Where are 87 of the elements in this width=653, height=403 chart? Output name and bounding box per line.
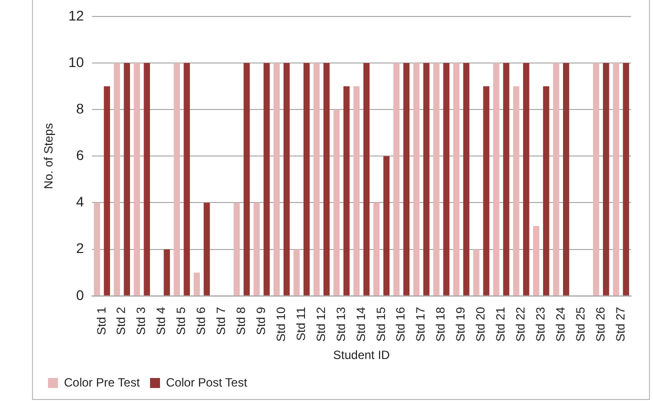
bar — [204, 202, 210, 296]
x-tick-label: Std 5 — [174, 306, 188, 335]
x-tick-label: Std 23 — [533, 306, 548, 342]
bar — [284, 62, 290, 296]
bar — [383, 156, 390, 296]
x-tick-label: Std 18 — [434, 306, 448, 342]
bar — [194, 272, 200, 296]
bar — [343, 86, 350, 296]
bar — [563, 62, 570, 296]
x-tick-label: Std 21 — [494, 306, 508, 342]
bar — [433, 62, 440, 296]
x-tick-label: Std 12 — [314, 306, 328, 342]
bar — [274, 62, 280, 296]
x-tick-label: Std 14 — [354, 306, 368, 342]
bar — [313, 62, 320, 296]
bar — [622, 62, 630, 296]
bar — [533, 226, 540, 296]
bar — [463, 62, 470, 296]
bar — [323, 62, 330, 296]
y-tick-label: 8 — [76, 100, 84, 116]
bar — [134, 62, 140, 296]
y-tick-label: 10 — [68, 54, 84, 70]
x-axis-title: Student ID — [333, 348, 390, 362]
bar — [602, 62, 610, 296]
x-tick-label: Std 19 — [454, 306, 468, 342]
y-tick-label: 2 — [76, 240, 84, 256]
bar — [543, 86, 550, 296]
bar — [264, 62, 270, 296]
bar — [393, 62, 400, 296]
bar — [413, 62, 420, 296]
y-tick-label: 4 — [76, 194, 84, 210]
legend-label: Color Pre Test — [64, 375, 140, 390]
bar — [303, 62, 310, 296]
legend-label: Color Post Test — [166, 375, 248, 390]
x-tick-label: Std 10 — [274, 306, 288, 342]
x-tick-label: Std 24 — [553, 306, 568, 342]
bar — [523, 62, 530, 296]
bar — [104, 86, 110, 296]
bar — [612, 62, 620, 296]
x-tick-label: Std 8 — [234, 306, 248, 335]
bar — [353, 86, 360, 296]
bar — [244, 62, 250, 296]
bar — [254, 202, 260, 296]
x-tick-label: Std 27 — [613, 306, 628, 342]
bar — [473, 249, 480, 296]
y-tick-label: 6 — [76, 147, 84, 164]
bar — [493, 62, 500, 296]
bar — [592, 62, 600, 296]
bar — [513, 86, 520, 296]
x-tick-label: Std 17 — [414, 306, 428, 342]
x-tick-label: Std 3 — [134, 306, 148, 335]
x-tick-label: Std 13 — [334, 306, 348, 342]
bar — [294, 249, 300, 296]
bar — [94, 202, 100, 296]
x-tick-label: Std 6 — [194, 306, 208, 335]
x-tick-label: Std 22 — [514, 306, 528, 342]
y-tick-label: 0 — [76, 286, 84, 303]
bar — [373, 202, 380, 296]
x-tick-label: Std 7 — [214, 306, 228, 335]
bar — [114, 62, 120, 296]
x-tick-label: Std 11 — [294, 306, 308, 341]
bar — [164, 249, 170, 296]
bar — [403, 62, 410, 296]
x-tick-label: Std 20 — [474, 306, 488, 342]
x-tick-label: Std 1 — [94, 306, 108, 335]
bar — [553, 62, 560, 296]
y-tick-label: 12 — [68, 7, 84, 24]
bar — [363, 62, 370, 296]
bar — [483, 86, 490, 296]
x-tick-label: Std 9 — [254, 306, 268, 335]
bar — [443, 62, 450, 296]
bar — [124, 62, 130, 296]
x-tick-label: Std 2 — [114, 306, 128, 335]
x-tick-label: Std 4 — [154, 306, 168, 335]
bar — [184, 62, 190, 296]
bar — [174, 62, 180, 296]
bar — [234, 202, 240, 296]
bar — [144, 62, 150, 296]
bar — [503, 62, 510, 296]
x-tick-label: Std 26 — [593, 306, 608, 342]
x-tick-label: Std 25 — [573, 306, 588, 342]
bar — [423, 62, 430, 296]
x-tick-label: Std 15 — [374, 306, 388, 342]
bar — [333, 110, 340, 296]
x-tick-label: Std 16 — [394, 306, 408, 342]
bar — [453, 62, 460, 296]
y-axis-title: No. of Steps — [42, 123, 56, 190]
